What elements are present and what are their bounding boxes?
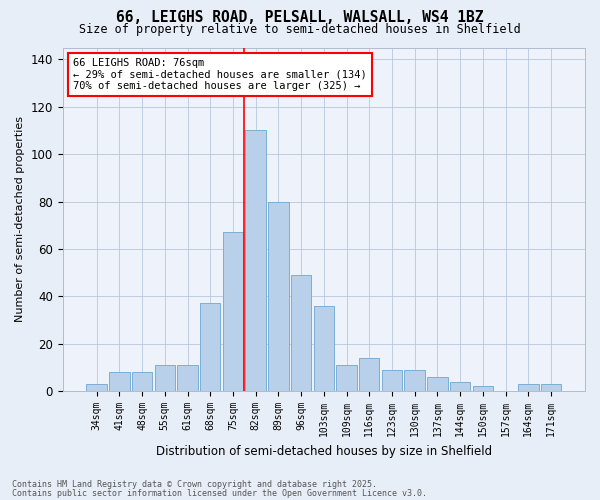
Bar: [177, 365, 198, 391]
Text: Contains HM Land Registry data © Crown copyright and database right 2025.: Contains HM Land Registry data © Crown c…: [12, 480, 377, 489]
Text: Size of property relative to semi-detached houses in Shelfield: Size of property relative to semi-detach…: [79, 22, 521, 36]
Bar: [86, 384, 107, 391]
Bar: [155, 365, 175, 391]
Bar: [427, 377, 448, 391]
Bar: [200, 304, 220, 391]
Bar: [473, 386, 493, 391]
Bar: [314, 306, 334, 391]
Text: 66 LEIGHS ROAD: 76sqm
← 29% of semi-detached houses are smaller (134)
70% of sem: 66 LEIGHS ROAD: 76sqm ← 29% of semi-deta…: [73, 58, 367, 91]
Text: Contains public sector information licensed under the Open Government Licence v3: Contains public sector information licen…: [12, 488, 427, 498]
Bar: [291, 275, 311, 391]
Bar: [541, 384, 561, 391]
Bar: [359, 358, 379, 391]
Y-axis label: Number of semi-detached properties: Number of semi-detached properties: [15, 116, 25, 322]
Bar: [518, 384, 539, 391]
Bar: [223, 232, 243, 391]
Bar: [268, 202, 289, 391]
Bar: [109, 372, 130, 391]
Bar: [132, 372, 152, 391]
Text: 66, LEIGHS ROAD, PELSALL, WALSALL, WS4 1BZ: 66, LEIGHS ROAD, PELSALL, WALSALL, WS4 1…: [116, 10, 484, 25]
Bar: [404, 370, 425, 391]
Bar: [337, 365, 357, 391]
X-axis label: Distribution of semi-detached houses by size in Shelfield: Distribution of semi-detached houses by …: [156, 444, 492, 458]
Bar: [382, 370, 402, 391]
Bar: [450, 382, 470, 391]
Bar: [245, 130, 266, 391]
